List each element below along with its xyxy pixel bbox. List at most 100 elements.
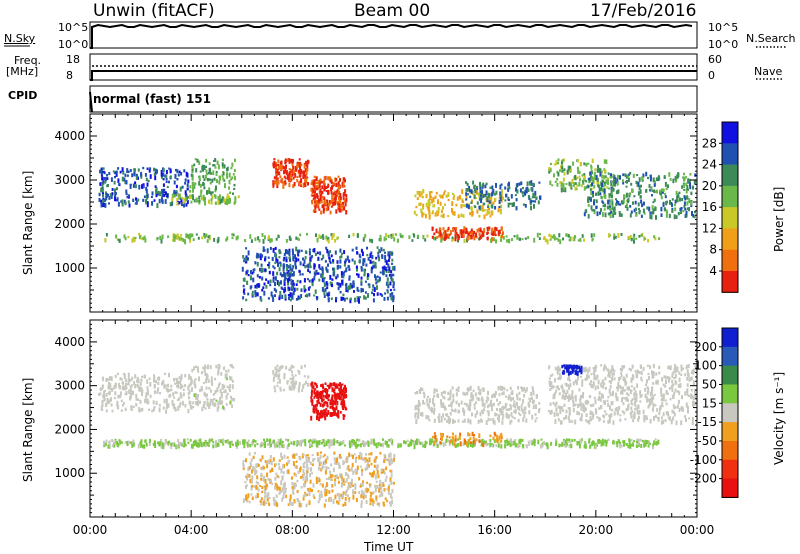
velocity-cell [153,406,156,409]
power-cell [314,210,317,213]
power-cell [249,234,252,239]
velocity-cell [518,444,521,448]
power-cell [455,231,458,234]
velocity-cell [111,444,114,448]
power-cell [165,169,168,175]
velocity-cell [687,409,689,414]
velocity-cell [660,389,663,394]
velocity-cell [326,412,328,417]
power-cell [139,235,141,239]
power-cell [312,248,315,253]
power-cell [289,298,292,302]
velocity-cell [646,379,648,384]
power-cell [247,257,249,261]
velocity-cell [583,405,586,410]
velocity-cell [173,396,176,399]
velocity-cell [444,390,446,394]
power-cell [330,191,333,195]
velocity-cell [384,440,387,445]
power-cell [189,185,192,189]
power-cell [254,284,257,289]
power-cell [319,178,322,182]
power-cell [690,191,693,196]
velocity-cell [582,403,584,408]
power-cell [217,236,220,242]
power-cell [481,205,484,210]
power-cell [679,207,682,212]
velocity-cell [120,391,122,396]
power-cell [638,177,641,182]
velocity-cell [561,406,564,410]
velocity-cell [671,379,674,384]
velocity-cell [479,389,482,392]
power-cell [435,191,438,195]
velocity-cell [289,367,292,371]
power-cell [184,178,187,182]
power-cell [327,297,330,301]
power-cell [362,237,365,242]
power-cell [377,251,380,255]
velocity-cell [633,440,635,443]
velocity-cell [293,440,296,446]
velocity-cell [170,442,173,446]
velocity-cell [312,438,315,442]
velocity-cell [601,441,603,446]
power-cell [591,180,594,185]
velocity-cell [453,441,456,447]
power-cell [160,173,163,177]
power-cell [313,248,316,253]
velocity-cell [658,412,661,416]
velocity-cell [572,407,575,413]
velocity-cell [467,441,470,445]
power-cell [583,186,586,191]
velocity-cell [158,443,161,447]
velocity-cell [446,420,449,423]
velocity-cell [165,400,168,405]
velocity-cell [471,412,473,417]
velocity-cell [572,396,575,399]
velocity-cell [452,432,454,436]
power-cell [221,158,224,161]
power-cell [169,168,172,174]
velocity-cell [548,380,551,385]
power-cell [318,208,321,211]
velocity-cell [554,443,557,447]
velocity-cell [573,439,576,442]
power-cell [471,192,474,196]
power-cell [656,189,658,194]
velocity-cell [304,442,307,447]
velocity-cell [486,443,489,446]
velocity-cell [482,439,485,444]
velocity-cell [512,404,515,408]
power-cell [155,191,158,194]
velocity-cell [678,377,681,382]
velocity-cell [203,368,206,373]
power-cell [338,185,341,188]
velocity-cell [570,443,573,449]
power-cell [654,180,657,186]
power-cell [102,167,105,170]
velocity-cell [413,444,416,450]
velocity-cell [138,409,141,413]
velocity-cell [333,441,336,446]
power-cell [387,251,390,257]
power-cell [631,188,633,192]
power-cell [591,172,593,175]
velocity-cell [209,398,212,402]
velocity-cell [443,396,446,400]
velocity-cell [609,405,611,411]
velocity-cell [338,395,341,400]
velocity-cell [535,417,538,420]
power-cell [125,180,128,185]
power-cell [183,202,185,208]
velocity-cell [565,438,568,442]
velocity-cell [678,408,681,413]
velocity-cell [563,403,566,407]
power-cell [232,233,235,237]
velocity-cell [473,406,476,410]
power-cell [298,181,301,186]
velocity-cell [639,394,642,399]
power-cell [668,213,671,219]
power-cell [313,185,316,191]
